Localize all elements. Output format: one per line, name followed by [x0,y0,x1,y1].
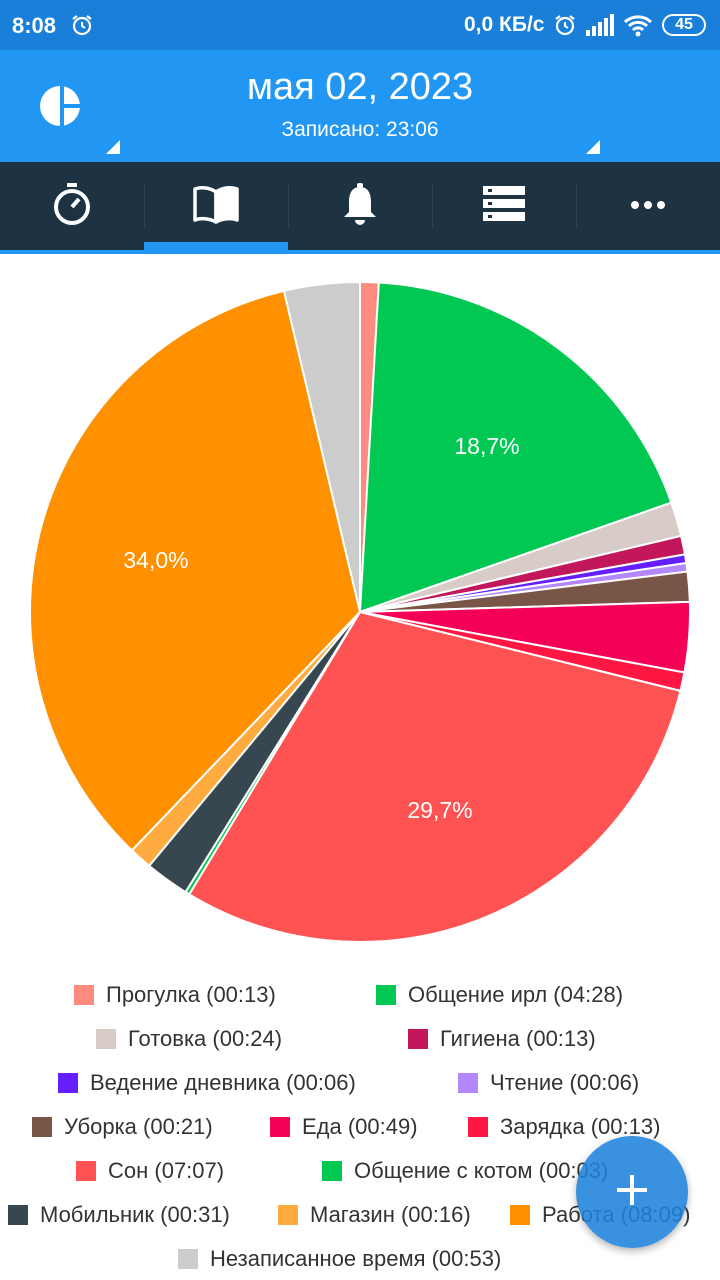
legend-swatch [8,1205,28,1225]
legend-item: Магазин (00:16) [278,1200,471,1230]
dropdown-corner-icon [106,140,120,154]
legend-swatch [76,1161,96,1181]
pie-chart-logo-icon[interactable] [38,84,82,133]
legend-item: Прогулка (00:13) [74,980,276,1010]
legend-item: Готовка (00:24) [96,1024,282,1054]
slice-label: 18,7% [454,433,519,459]
tab-divider [144,184,145,228]
recorded-time: Записано: 23:06 [281,118,439,141]
wifi-icon [623,13,653,42]
legend-item: Сон (07:07) [76,1156,224,1186]
legend-swatch [32,1117,52,1137]
legend-label: Еда (00:49) [302,1114,418,1139]
date-selector[interactable]: мая 02, 2023 [246,66,474,108]
legend-item: Чтение (00:06) [458,1068,639,1098]
plus-icon [615,1173,649,1212]
signal-icon [585,14,615,41]
legend-swatch [408,1029,428,1049]
legend-item: Незаписанное время (00:53) [178,1244,501,1274]
legend-item: Зарядка (00:13) [468,1112,660,1142]
tab-divider [576,184,577,228]
legend-label: Сон (07:07) [108,1158,225,1183]
tab-indicator [144,242,288,250]
status-bar: 8:08 0,0 КБ/с 45 [0,0,720,50]
legend-item: Мобильник (00:31) [8,1200,230,1230]
legend-item: Общение ирл (04:28) [376,980,623,1010]
legend-label: Незаписанное время (00:53) [210,1246,502,1271]
pie-chart: 18,7% 29,7% 34,0% [29,280,691,943]
pie-slice [187,610,682,943]
legend-label: Общение с котом (00:03) [354,1158,609,1183]
legend-swatch [58,1073,78,1093]
tab-notifications[interactable] [288,162,432,250]
tab-divider [432,184,433,228]
more-icon [630,197,666,215]
legend-label: Мобильник (00:31) [40,1202,230,1227]
legend-item: Ведение дневника (00:06) [58,1068,356,1098]
legend-item: Еда (00:49) [270,1112,418,1142]
legend-label: Магазин (00:16) [310,1202,471,1227]
alarm-icon [70,13,94,42]
legend-label: Общение ирл (04:28) [408,982,624,1007]
bell-icon [342,182,378,230]
legend-swatch [74,985,94,1005]
slice-label: 34,0% [123,547,188,573]
list-icon [483,185,525,228]
dropdown-corner-icon [586,140,600,154]
pie-slice [29,289,362,852]
legend-item: Общение с котом (00:03) [322,1156,608,1186]
tab-divider [288,184,289,228]
legend-label: Ведение дневника (00:06) [90,1070,356,1095]
legend-item: Гигиена (00:13) [408,1024,596,1054]
tab-more[interactable] [576,162,720,250]
legend-swatch [178,1249,198,1269]
legend-label: Прогулка (00:13) [106,982,276,1007]
slice-label: 29,7% [407,797,472,823]
alarm-icon [553,13,577,42]
legend-item: Уборка (00:21) [32,1112,213,1142]
add-entry-button[interactable] [576,1136,688,1248]
legend-swatch [270,1117,290,1137]
book-icon [192,184,240,229]
legend-swatch [458,1073,478,1093]
legend-label: Зарядка (00:13) [500,1114,661,1139]
tab-diary[interactable] [144,162,288,250]
legend-swatch [278,1205,298,1225]
tab-underline [0,250,720,254]
network-speed: 0,0 КБ/с [464,13,545,36]
legend-swatch [510,1205,530,1225]
legend-swatch [468,1117,488,1137]
battery-icon: 45 [662,14,706,36]
tab-list[interactable] [432,162,576,250]
legend-label: Чтение (00:06) [490,1070,640,1095]
tab-bar [0,162,720,250]
app-header: мая 02, 2023 Записано: 23:06 [0,50,720,162]
legend-swatch [322,1161,342,1181]
legend-label: Готовка (00:24) [128,1026,283,1051]
pie-slice [282,280,361,613]
legend-label: Уборка (00:21) [64,1114,213,1139]
legend-swatch [376,985,396,1005]
tab-stopwatch[interactable] [0,162,144,250]
stopwatch-icon [52,182,92,231]
legend-label: Гигиена (00:13) [440,1026,596,1051]
legend-swatch [96,1029,116,1049]
status-time: 8:08 [12,13,57,38]
